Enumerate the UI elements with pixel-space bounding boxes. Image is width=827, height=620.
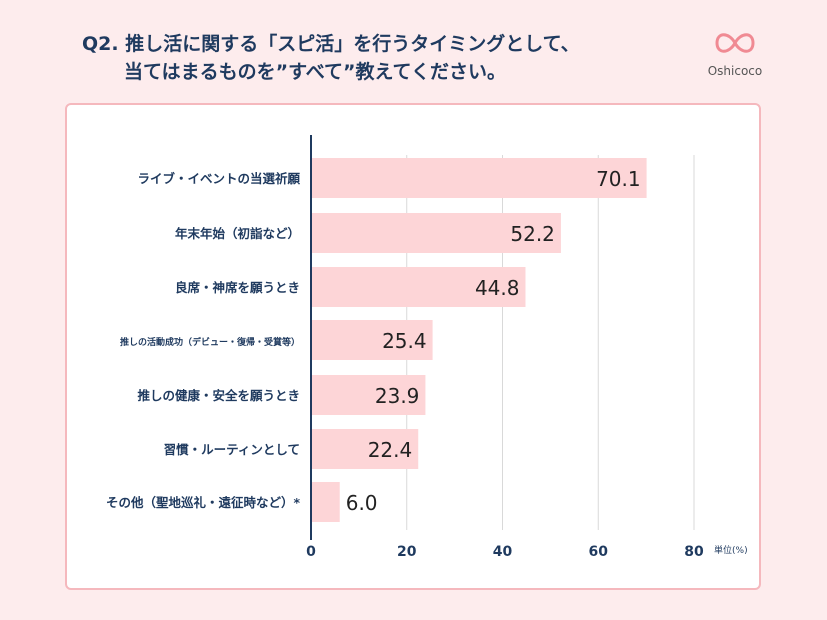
category-label: その他（聖地巡礼・遠征時など）* [106, 495, 301, 510]
bar [311, 213, 561, 253]
x-tick-label: 80 [684, 544, 704, 560]
bar [311, 429, 419, 469]
x-tick-label: 60 [589, 544, 609, 560]
bar [311, 375, 426, 415]
bar-value-label: 22.4 [368, 438, 413, 462]
bar-value-label: 25.4 [382, 329, 427, 353]
x-tick-label: 20 [397, 544, 417, 560]
title-line-1: Q2. 推し活に関する「スピ活」を行うタイミングとして、 [82, 33, 580, 55]
category-label: 推しの活動成功（デビュー・復帰・受賞等） [120, 336, 300, 348]
logo-infinity-icon [715, 33, 755, 53]
logo-text: Oshicoco [707, 64, 763, 78]
bar-value-label: 52.2 [510, 222, 555, 246]
bar [311, 320, 433, 360]
unit-label: 単位(%) [714, 544, 748, 556]
logo: Oshicoco [700, 28, 770, 78]
category-label: ライブ・イベントの当選祈願 [137, 171, 300, 186]
bar-value-label: 44.8 [475, 276, 520, 300]
category-label: 推しの健康・安全を願うとき [137, 388, 300, 403]
bar [311, 267, 526, 307]
bar [311, 158, 647, 198]
category-label: 良席・神席を願うとき [175, 280, 300, 295]
category-label: 年末年始（初詣など） [175, 226, 300, 241]
page-title: Q2. 推し活に関する「スピ活」を行うタイミングとして、 当てはまるものを”すべ… [82, 30, 580, 86]
category-label: 習慣・ルーティンとして [164, 442, 300, 457]
bar-value-label: 6.0 [346, 491, 378, 515]
title-line-2: 当てはまるものを”すべて”教えてください。 [124, 61, 506, 83]
bar-value-label: 70.1 [596, 167, 641, 191]
x-tick-label: 40 [493, 544, 513, 560]
x-tick-label: 0 [306, 544, 316, 560]
bar [311, 482, 340, 522]
bar-value-label: 23.9 [375, 384, 420, 408]
